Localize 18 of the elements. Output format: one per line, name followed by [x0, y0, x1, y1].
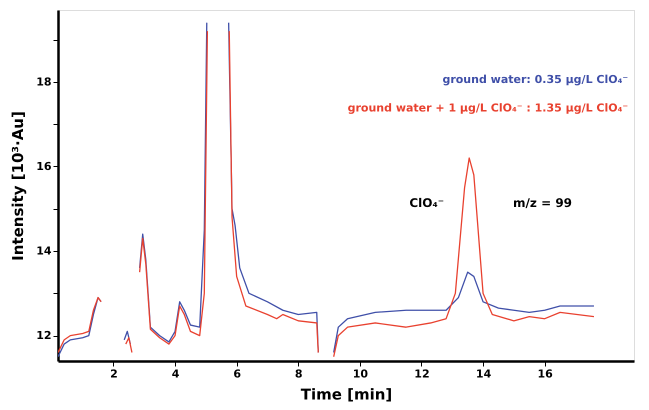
y-tick-label: 16 [36, 160, 52, 173]
text: ground water: 0.35 µg/L ClO₄⁻ [442, 73, 628, 86]
y-tick-label: 18 [36, 75, 52, 88]
y-axis-title: Intensity [10³·Au] [9, 111, 28, 261]
x-tick-label: 14 [476, 368, 492, 380]
x-tick-label: 4 [172, 368, 180, 380]
x-axis-title: Time [min] [300, 386, 392, 404]
x-tick-label: 2 [110, 368, 118, 380]
x-tick-label: 10 [352, 368, 368, 380]
text: ground water + 1 µg/L ClO₄⁻ : 1.35 µg/L ClO₄⁻ [348, 101, 628, 114]
annotation: m/z = 99 [513, 196, 572, 210]
x-tick-label: 6 [233, 368, 242, 380]
x-tick-label: 8 [294, 368, 303, 380]
y-tick-label: 14 [36, 244, 52, 258]
y-tick-label: 12 [36, 329, 52, 342]
annotation: ClO₄⁻ [409, 196, 444, 210]
x-tick-label: 16 [538, 368, 554, 380]
x-tick-label: 12 [414, 368, 430, 380]
